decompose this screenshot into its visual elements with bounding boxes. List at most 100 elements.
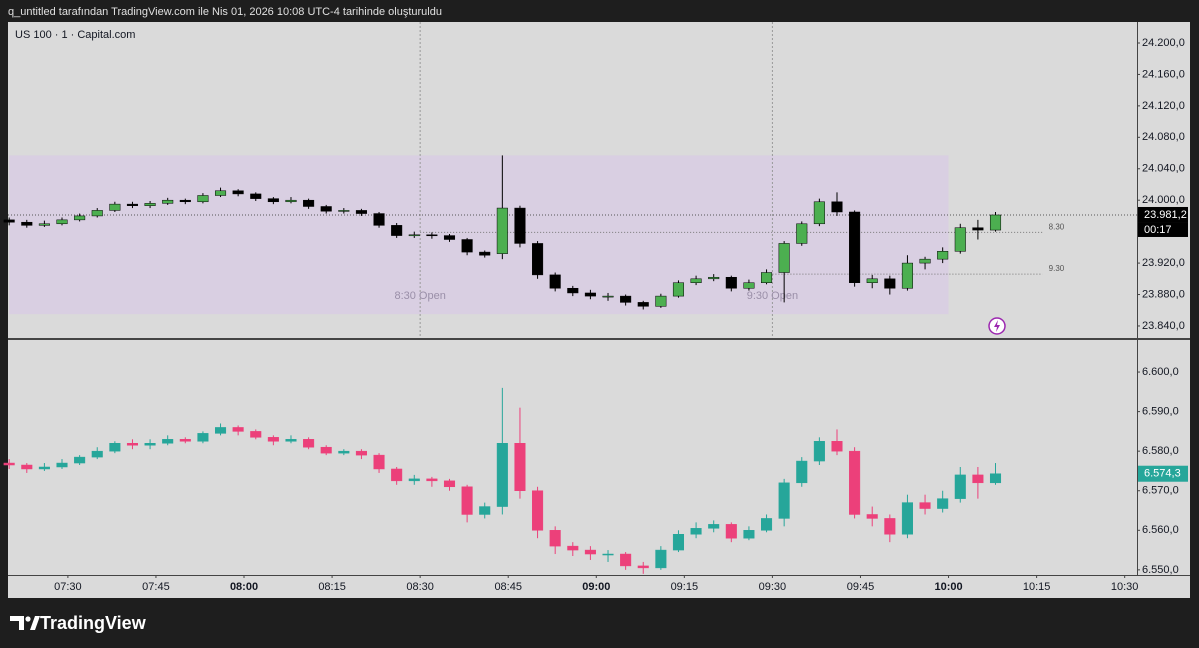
candle-body (285, 199, 297, 203)
candle-body (443, 480, 456, 488)
candle-body (373, 213, 385, 226)
candle-body (56, 462, 68, 468)
candle-body (584, 549, 596, 555)
x-tick-label: 09:00 (582, 581, 610, 593)
candle-body (672, 282, 685, 297)
last-price-box (1138, 465, 1188, 482)
x-tick-label: 07:30 (54, 581, 82, 593)
candle-body (831, 441, 843, 452)
candle-body (162, 199, 174, 204)
candle-body (584, 292, 596, 297)
y-tick-label: 24.160,0 (1142, 68, 1185, 80)
candle-body (38, 223, 50, 226)
candle-body (778, 482, 790, 519)
level-label: 9.30 (1049, 264, 1065, 273)
y-tick-label: 6.550,0 (1142, 564, 1179, 576)
candle-body (813, 201, 825, 225)
candle-body (214, 427, 227, 434)
candle-body (954, 474, 966, 499)
y-tick-label: 6.570,0 (1142, 485, 1179, 497)
candle-body (690, 278, 702, 283)
logo-dot (25, 616, 31, 622)
candle-body (74, 215, 86, 221)
candle-body (919, 258, 931, 264)
candle-body (761, 272, 773, 283)
candle-body (655, 549, 667, 569)
candle-body (989, 214, 1002, 231)
y-tick-label: 24.080,0 (1142, 131, 1185, 143)
y-tick-label: 6.590,0 (1142, 406, 1179, 418)
candle-body (690, 528, 702, 535)
y-tick-label: 23.840,0 (1142, 320, 1185, 332)
candle-body (708, 524, 720, 529)
candle-body (38, 466, 50, 470)
last-price-box (1138, 206, 1188, 223)
candle-body (778, 243, 790, 273)
candle-body (461, 486, 473, 515)
candle-body (197, 195, 209, 203)
candle-body (338, 450, 350, 454)
y-tick-label: 23.920,0 (1142, 257, 1185, 269)
candle-body (126, 443, 138, 446)
candle-body (884, 518, 896, 535)
candle-body (373, 454, 385, 470)
candle-body (743, 282, 755, 289)
candle-body (849, 450, 861, 515)
candle-body (672, 534, 685, 551)
candle-body (144, 203, 156, 206)
candle-body (901, 502, 913, 535)
legend-title: US 100 · 1 · Capital.com (15, 29, 135, 41)
candle-body (426, 478, 438, 482)
y-tick-label: 24.040,0 (1142, 163, 1185, 175)
candle-body (602, 295, 614, 298)
candle-body (743, 530, 755, 539)
candle-body (126, 203, 138, 206)
x-tick-label: 07:45 (142, 581, 170, 593)
candle-body (408, 234, 420, 237)
alert-bolt (994, 320, 1000, 332)
candle-body (532, 243, 544, 276)
x-tick-label: 08:45 (494, 581, 522, 593)
candle-body (884, 278, 896, 289)
candle-body (250, 431, 262, 438)
candle-body (3, 462, 15, 466)
footer-brand: TradingView (40, 613, 147, 633)
candle-body (479, 251, 491, 256)
candle-body (232, 190, 244, 195)
candle-body (849, 211, 861, 283)
candle-body (655, 295, 667, 307)
candle-body (901, 262, 913, 289)
candle-body (21, 221, 33, 226)
candle-body (320, 446, 332, 454)
level-label: 8.30 (1049, 223, 1065, 232)
candle-body (549, 530, 561, 547)
candle-body (972, 474, 984, 484)
y-tick-label: 24.000,0 (1142, 194, 1185, 206)
candle-body (514, 443, 526, 491)
candle-body (303, 439, 315, 448)
candle-body (761, 518, 773, 531)
countdown-label: 00:17 (1144, 224, 1172, 236)
candle-body (532, 490, 544, 531)
y-tick-label: 6.560,0 (1142, 524, 1179, 536)
candle-body (866, 278, 878, 283)
x-tick-label: 10:30 (1111, 581, 1139, 593)
candle-body (514, 207, 526, 244)
candle-body (989, 473, 1002, 484)
candle-body (56, 219, 68, 225)
candle-body (391, 225, 403, 236)
candle-body (179, 199, 191, 203)
y-tick-label: 6.580,0 (1142, 445, 1179, 457)
candle-body (303, 199, 315, 207)
y-tick-label: 24.200,0 (1142, 37, 1185, 49)
candle-body (355, 450, 367, 456)
candle-body (162, 439, 174, 444)
candle-body (91, 450, 103, 458)
candle-body (954, 227, 966, 252)
candle-body (267, 198, 279, 203)
x-tick-label: 09:45 (847, 581, 875, 593)
candle-body (391, 468, 403, 482)
session-label: 9:30 Open (747, 290, 798, 302)
